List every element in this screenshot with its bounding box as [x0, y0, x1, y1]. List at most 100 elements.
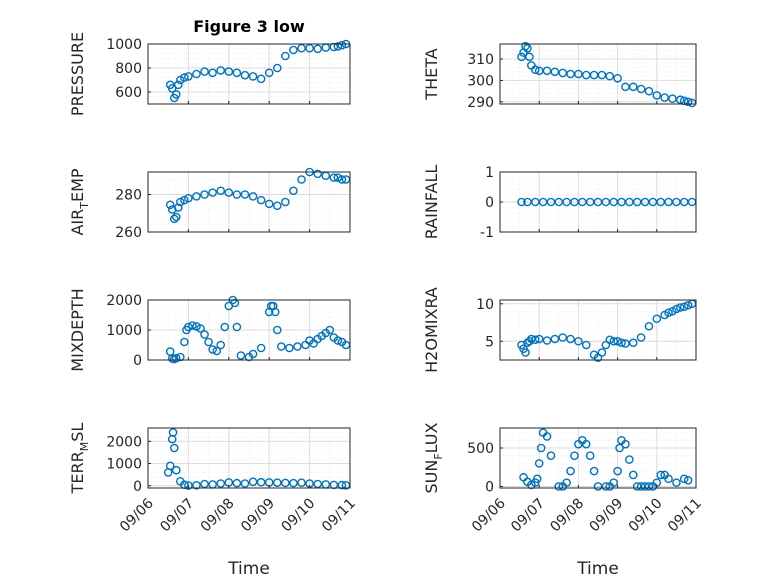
data-point [240, 70, 250, 80]
x-tick-label: 09/11 [665, 496, 705, 536]
data-point [248, 72, 258, 81]
data-point [297, 478, 306, 487]
data-point [281, 478, 290, 488]
y-tick-label: 10 [476, 297, 494, 313]
data-point [165, 347, 175, 356]
data-point [192, 69, 201, 79]
x-tick-label: 09/09 [238, 496, 278, 536]
subplot-mixdepth: 0 1000 2000 MIXDEPTH [68, 288, 351, 372]
subplot-air-temp: 260 280 AIRTEMP [68, 167, 351, 241]
data-point [200, 479, 209, 489]
data-point [208, 68, 217, 78]
data-point [581, 340, 591, 350]
data-point [517, 197, 526, 207]
y-tick-label: 310 [467, 52, 494, 68]
data-point [169, 443, 179, 453]
y-tick-label: -1 [480, 225, 494, 241]
data-point [248, 477, 258, 487]
data-point [550, 67, 560, 77]
data-point [558, 68, 568, 78]
axes-box [499, 43, 697, 105]
data-point [313, 169, 322, 179]
y-tick-label: 260 [115, 225, 142, 241]
data-point [676, 303, 685, 312]
data-point [289, 186, 298, 196]
data-points [517, 197, 697, 207]
data-point [167, 84, 177, 93]
data-point [521, 41, 530, 51]
data-point [196, 324, 205, 333]
data-point [554, 482, 564, 491]
data-point [609, 336, 618, 346]
data-point [664, 474, 673, 484]
data-point [672, 304, 681, 314]
data-point [523, 43, 532, 53]
data-point [613, 336, 622, 346]
subplot-rainfall: -1 0 1 RAINFALL [422, 165, 697, 241]
data-point [184, 193, 193, 203]
data-point [264, 68, 274, 78]
data-point [546, 451, 556, 460]
data-point [272, 478, 282, 487]
data-point [180, 73, 189, 82]
data-point [609, 478, 618, 487]
data-point [232, 478, 242, 488]
data-point [224, 188, 234, 197]
x-axis-label: Time [227, 559, 270, 579]
data-points [517, 299, 697, 363]
data-point [165, 461, 175, 471]
data-point [542, 66, 552, 76]
data-point [621, 339, 630, 348]
data-point [628, 470, 638, 480]
data-point [168, 428, 178, 437]
data-point [208, 345, 217, 354]
y-axis-label: H2OMIXRA [422, 287, 441, 373]
data-point [204, 337, 213, 347]
data-point [337, 175, 347, 184]
x-tick-label: 09/11 [319, 496, 359, 536]
x-tick-label: 09/08 [198, 496, 238, 536]
data-points [519, 428, 693, 491]
data-point [525, 52, 534, 62]
data-point [236, 351, 246, 360]
data-point [240, 190, 250, 199]
data-point [281, 197, 290, 207]
data-point [532, 474, 542, 484]
data-point [212, 346, 221, 356]
data-point [574, 336, 583, 346]
data-point [683, 476, 693, 485]
data-point [625, 455, 634, 464]
data-point [293, 342, 302, 351]
data-point [597, 348, 607, 357]
y-tick-label: 280 [115, 188, 142, 204]
data-point [305, 43, 314, 53]
data-point [272, 201, 282, 211]
axes-box [147, 171, 351, 233]
data-point [605, 335, 615, 345]
chart-title: Figure 3 low [193, 17, 305, 36]
data-point [337, 40, 347, 50]
data-point [188, 321, 197, 330]
data-point [270, 307, 280, 317]
data-point [184, 322, 193, 332]
data-point [297, 43, 306, 53]
data-point [566, 466, 575, 476]
data-point [256, 343, 266, 353]
data-point [683, 97, 693, 107]
data-point [208, 188, 217, 197]
axes-box [147, 427, 351, 489]
y-tick-label: 300 [467, 73, 494, 89]
data-point [660, 93, 669, 102]
y-tick-label: 0 [485, 479, 494, 495]
x-tick-label: 09/08 [547, 496, 587, 536]
data-point [165, 200, 175, 210]
data-points [165, 167, 351, 224]
data-point [297, 175, 306, 184]
data-point [285, 343, 294, 353]
data-point [534, 334, 544, 344]
data-point [558, 333, 568, 342]
subplot-sun-flux: 0 500 09/06 09/07 09/08 09/09 09/10 09/11 Time SU… [422, 422, 705, 579]
data-point [656, 470, 666, 480]
data-point [325, 325, 335, 335]
